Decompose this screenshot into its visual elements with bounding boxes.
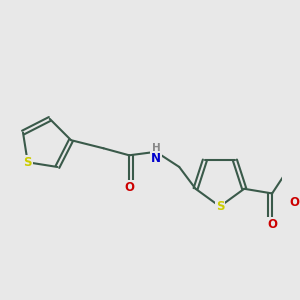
- Text: O: O: [289, 196, 299, 209]
- Text: N: N: [151, 152, 161, 165]
- Text: S: S: [216, 200, 224, 213]
- Text: H: H: [152, 143, 160, 153]
- Text: O: O: [267, 218, 277, 231]
- Text: O: O: [124, 182, 134, 194]
- Text: S: S: [23, 156, 32, 169]
